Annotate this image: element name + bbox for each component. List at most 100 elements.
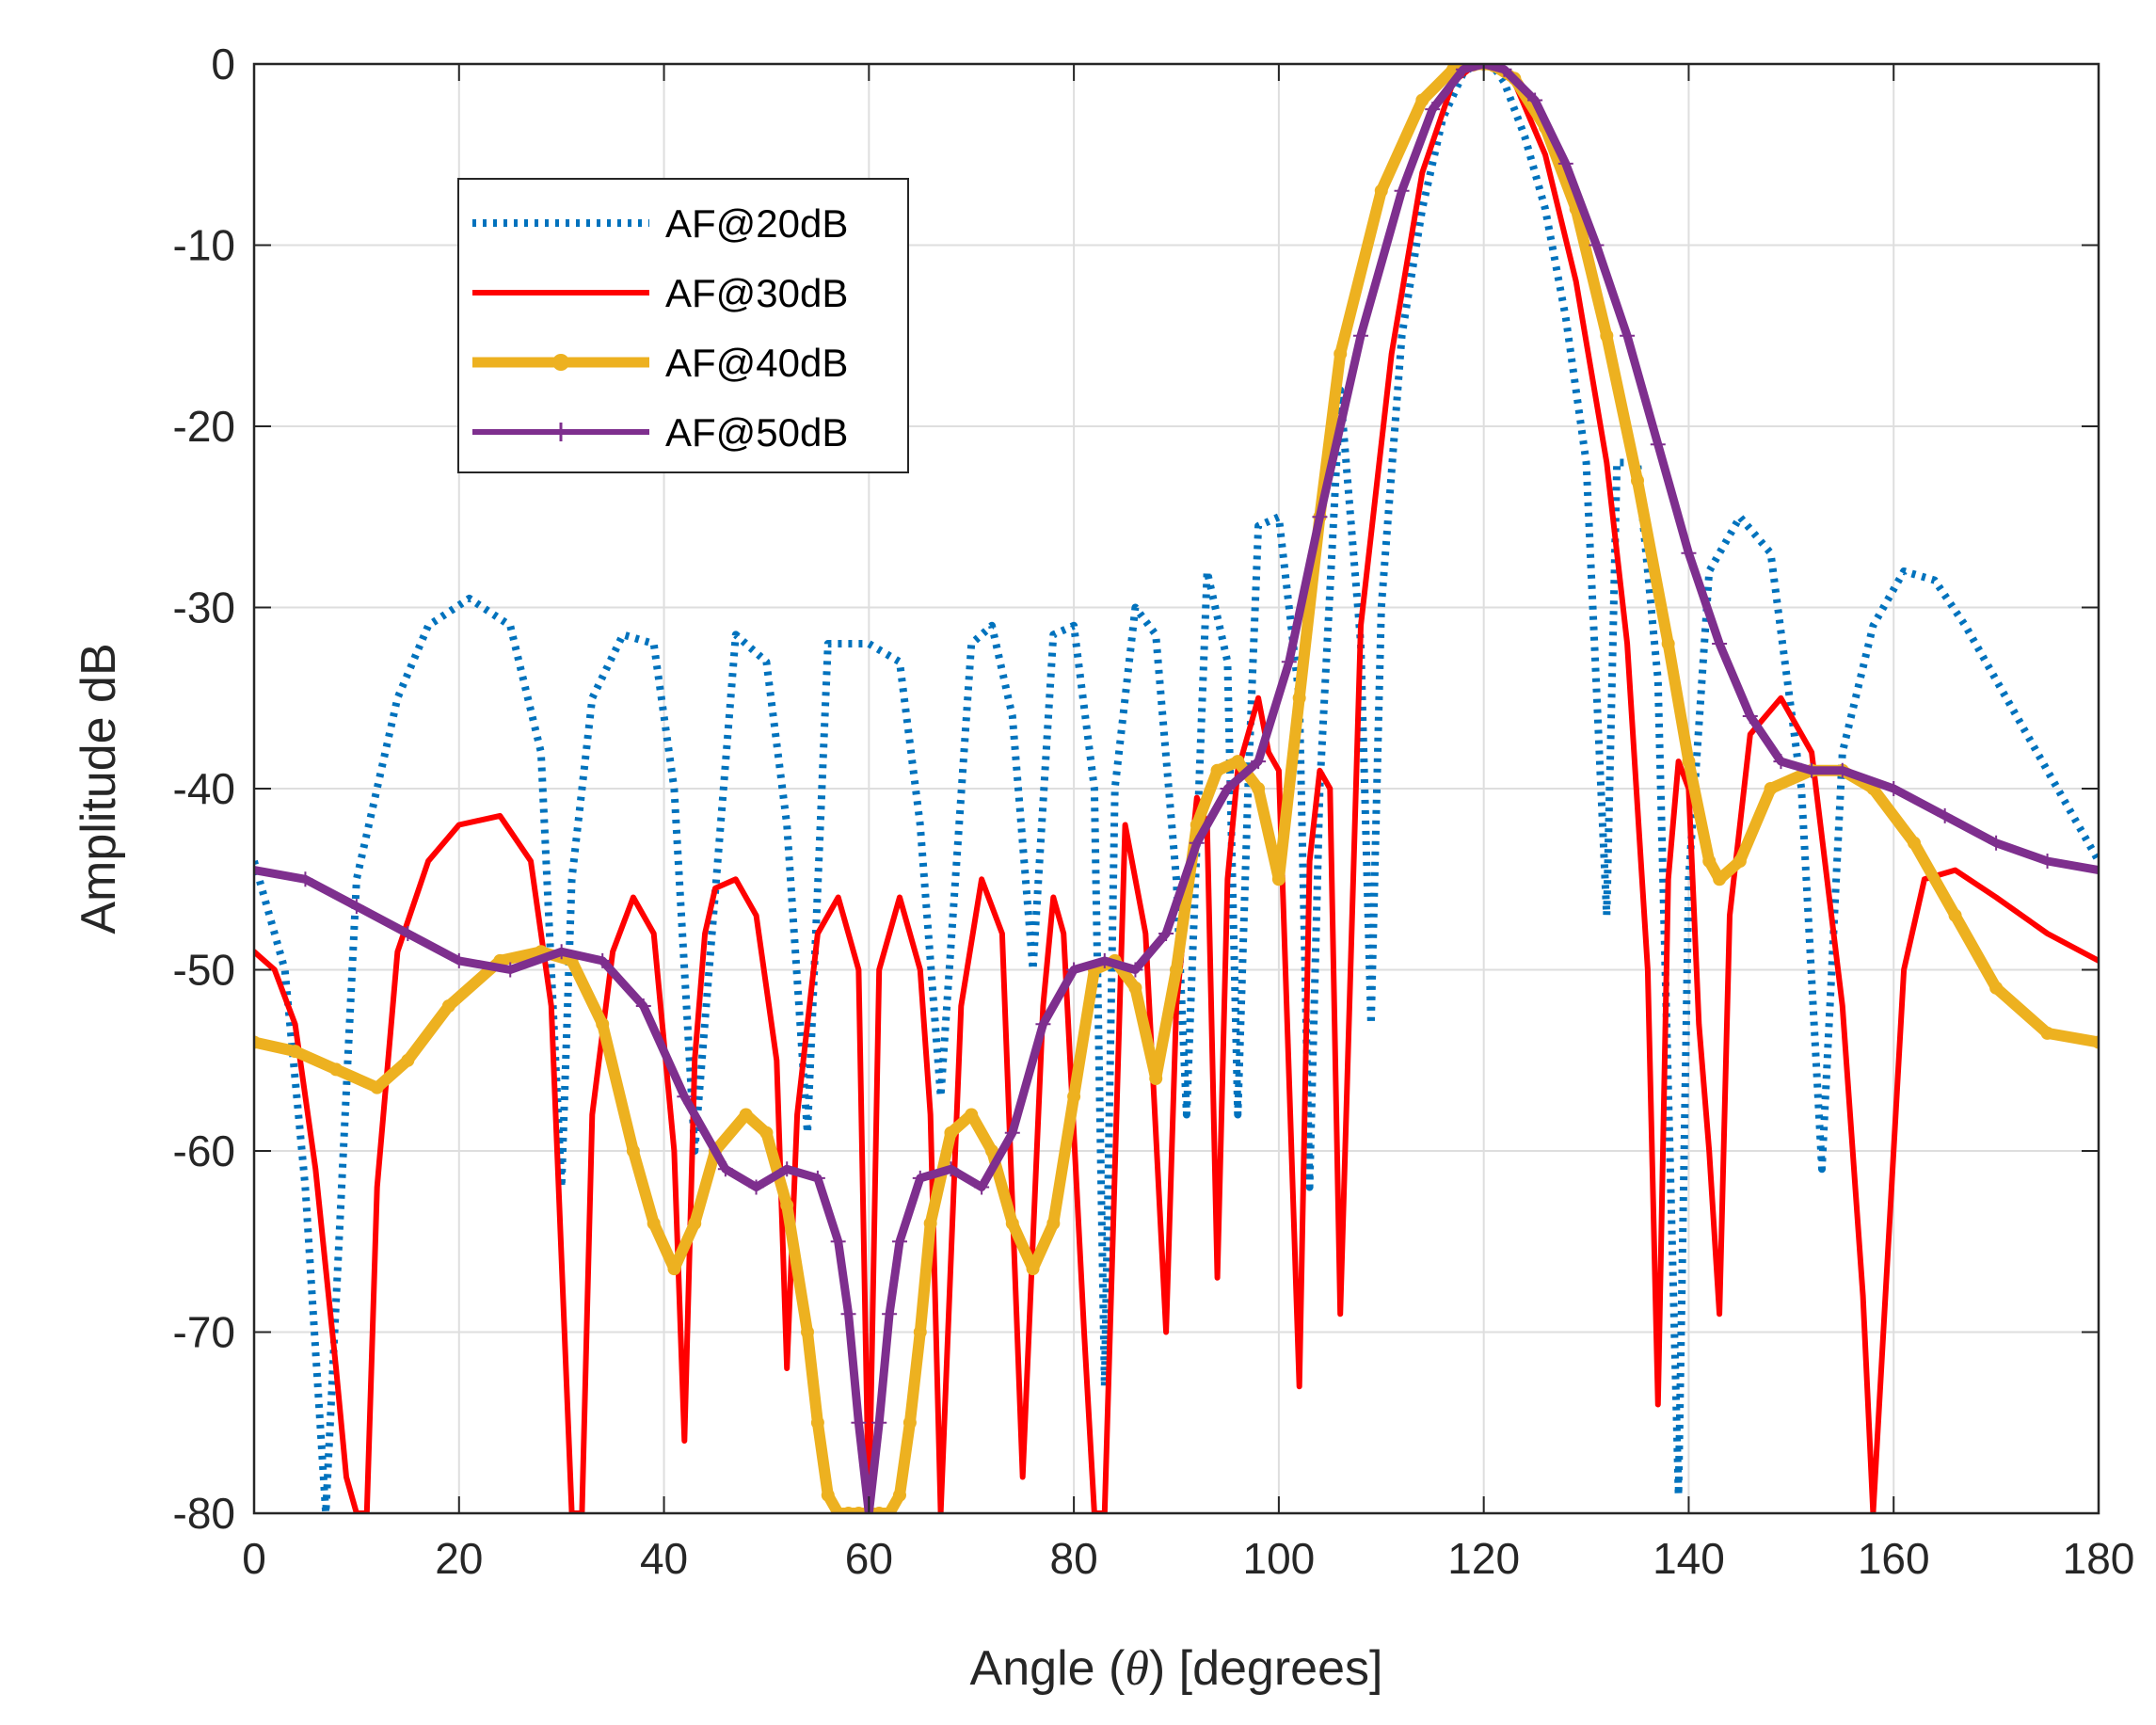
series-marker [1158, 926, 1174, 941]
series-marker [677, 1089, 693, 1105]
series-marker [1620, 327, 1636, 343]
series-marker [1989, 981, 2004, 995]
y-tick-label: -30 [173, 583, 235, 632]
series-marker [748, 1179, 764, 1195]
series-marker [1066, 962, 1082, 978]
series-marker [1046, 1217, 1061, 1230]
series-marker [1937, 807, 1953, 823]
legend-marker [551, 423, 570, 441]
series-marker [1005, 1217, 1019, 1230]
series-marker [913, 1325, 927, 1339]
x-tick-label: 80 [1050, 1534, 1098, 1583]
series-marker [943, 1161, 959, 1177]
series-marker [779, 1161, 795, 1177]
series-marker [553, 944, 569, 960]
series-marker [1948, 908, 1962, 922]
series-marker [1733, 855, 1747, 868]
series-marker [441, 999, 455, 1013]
series-marker [759, 1126, 774, 1140]
series-marker [965, 1108, 979, 1122]
series-marker [923, 1217, 937, 1230]
x-axis-title: Angle (θ) [degrees] [970, 1641, 1383, 1696]
x-tick-label: 40 [640, 1534, 688, 1583]
series-marker [871, 1414, 887, 1430]
legend-box [457, 178, 909, 473]
series-marker [596, 1017, 610, 1031]
series-marker [1127, 962, 1143, 978]
series-marker [1661, 637, 1675, 650]
series-marker [1035, 1016, 1051, 1032]
y-axis-ticks: 0 -10 -20 -30 -40 -50 -60 -70 -80 [173, 40, 2099, 1538]
x-tick-label: 60 [845, 1534, 893, 1583]
series-marker [852, 1507, 866, 1513]
series-marker [1271, 872, 1286, 886]
y-tick-label: -70 [173, 1308, 235, 1357]
series-marker [2091, 862, 2099, 878]
series-marker [401, 1053, 415, 1067]
series-marker [1190, 818, 1204, 832]
series-marker [830, 1234, 846, 1250]
series-marker [1712, 636, 1728, 651]
series-af-50db [254, 64, 2099, 1513]
series-marker [451, 952, 467, 968]
series-marker [801, 1325, 814, 1339]
series-layer [254, 64, 2099, 1513]
series-marker [944, 1126, 958, 1140]
series-marker [1312, 509, 1328, 525]
series-marker [1292, 691, 1306, 705]
x-tick-label: 20 [435, 1534, 483, 1583]
series-marker [810, 1415, 824, 1430]
series-marker [1682, 755, 1696, 769]
series-marker [254, 1035, 261, 1049]
series-marker [1374, 184, 1388, 198]
series-af-30db [254, 64, 2099, 1513]
series-marker [841, 1507, 855, 1513]
legend-label: AF@30dB [665, 271, 848, 315]
y-tick-label: -50 [173, 946, 235, 995]
series-marker [1281, 654, 1297, 670]
x-axis-title-prefix: Angle ( [970, 1641, 1126, 1696]
series-marker [1988, 835, 2004, 851]
series-marker [595, 952, 611, 968]
series-marker [329, 1062, 343, 1077]
series-marker [840, 1306, 856, 1322]
series-marker [1251, 754, 1267, 770]
series-marker [288, 1045, 302, 1059]
series-marker [400, 926, 416, 941]
series-marker [254, 862, 262, 878]
series-marker [717, 1161, 733, 1177]
series-marker [809, 1170, 825, 1186]
series-marker [1004, 1125, 1020, 1141]
series-marker [1026, 1262, 1040, 1276]
legend-label: AF@50dB [665, 410, 848, 455]
series-marker [635, 998, 651, 1014]
series-marker [1681, 545, 1697, 561]
legend-item-af-30db: AF@30dB [472, 271, 848, 315]
series-marker [1557, 155, 1573, 171]
series-marker [974, 1179, 990, 1195]
series-marker [1650, 437, 1666, 453]
series-marker [1886, 781, 1902, 796]
series-marker [1231, 755, 1245, 769]
series-marker [1067, 1090, 1081, 1104]
series-marker [1773, 754, 1789, 770]
series-marker [297, 871, 313, 887]
series-marker [1415, 93, 1429, 107]
legend-marker [552, 354, 569, 371]
series-marker [882, 1306, 898, 1322]
y-tick-label: -10 [173, 221, 235, 270]
series-marker [1096, 952, 1112, 968]
series-marker [902, 1415, 917, 1430]
series-marker [912, 1170, 928, 1186]
x-tick-label: 120 [1447, 1534, 1520, 1583]
y-tick-label: -20 [173, 402, 235, 451]
series-marker [1334, 347, 1348, 360]
x-tick-label: 160 [1858, 1534, 1930, 1583]
series-marker [1149, 1072, 1163, 1085]
series-marker [780, 1198, 794, 1212]
series-marker [647, 1217, 661, 1230]
series-marker [985, 1144, 998, 1158]
series-marker [1631, 473, 1644, 487]
series-marker [667, 1262, 681, 1276]
